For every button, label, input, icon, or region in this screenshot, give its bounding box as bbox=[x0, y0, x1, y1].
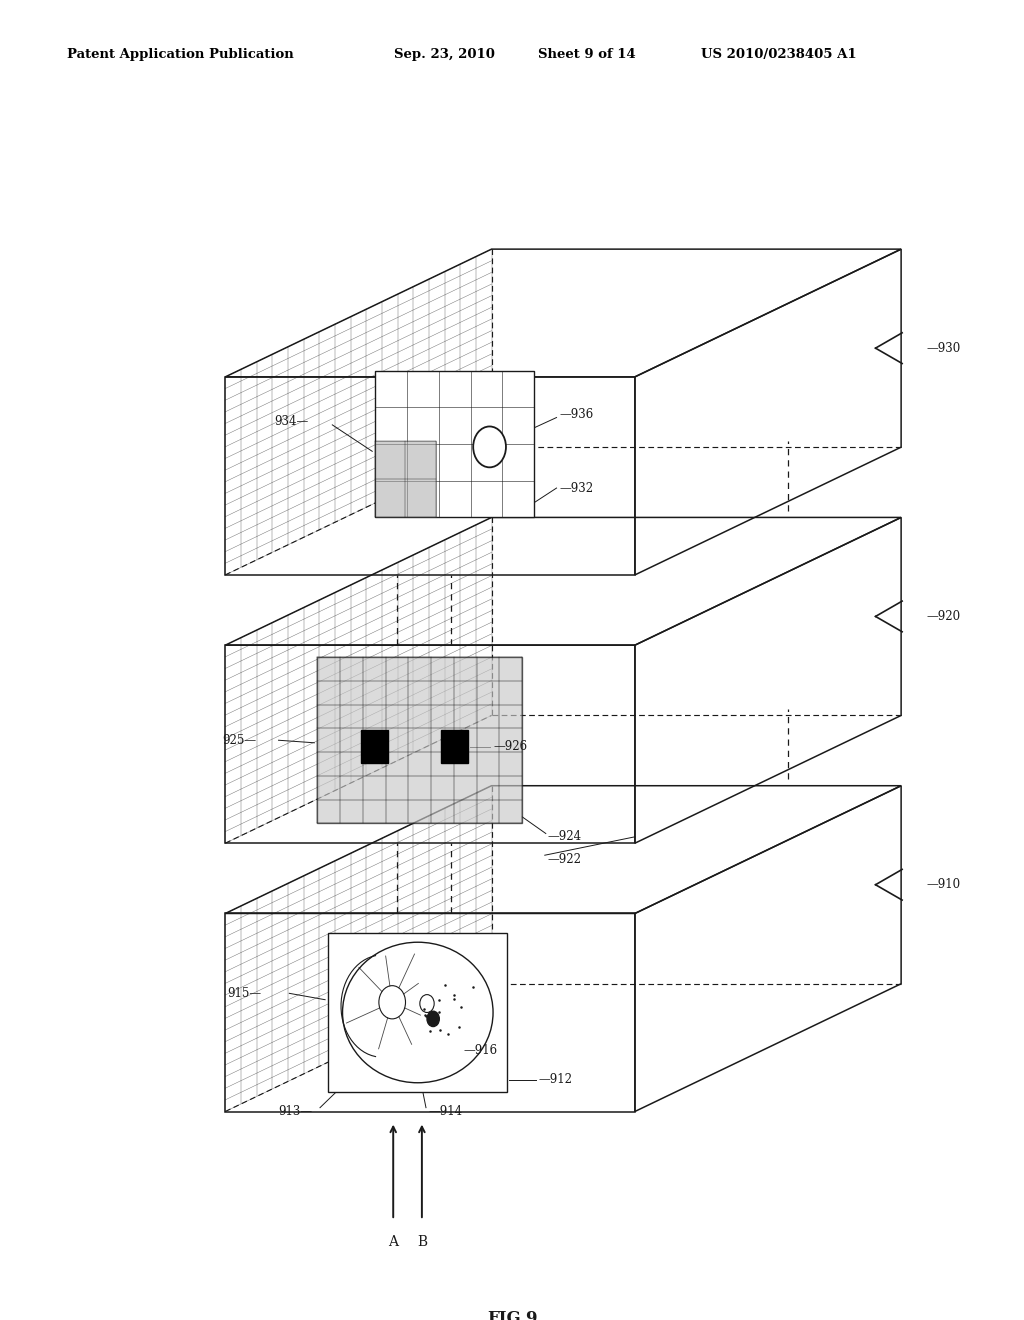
Text: 915—: 915— bbox=[227, 987, 262, 999]
Text: US 2010/0238405 A1: US 2010/0238405 A1 bbox=[701, 49, 857, 62]
Bar bbox=[441, 730, 468, 763]
Text: —910: —910 bbox=[927, 878, 961, 891]
Bar bbox=[317, 657, 522, 824]
Text: —916: —916 bbox=[464, 1044, 498, 1057]
Text: 913—: 913— bbox=[279, 1105, 313, 1118]
Bar bbox=[328, 933, 508, 1093]
Text: —932: —932 bbox=[560, 482, 594, 495]
Text: —912: —912 bbox=[539, 1073, 572, 1086]
Circle shape bbox=[427, 1011, 439, 1027]
Bar bbox=[361, 730, 388, 763]
Text: —924: —924 bbox=[548, 829, 582, 842]
Text: —922: —922 bbox=[548, 853, 582, 866]
Text: Sep. 23, 2010: Sep. 23, 2010 bbox=[394, 49, 496, 62]
Text: FIG.9: FIG.9 bbox=[486, 1309, 538, 1320]
Text: 925—: 925— bbox=[222, 734, 256, 747]
Text: Patent Application Publication: Patent Application Publication bbox=[67, 49, 293, 62]
Text: —926: —926 bbox=[494, 741, 527, 754]
Text: —914: —914 bbox=[428, 1105, 462, 1118]
Text: B: B bbox=[417, 1236, 427, 1250]
Text: —936: —936 bbox=[560, 408, 594, 421]
Text: —920: —920 bbox=[927, 610, 961, 623]
Text: 934—: 934— bbox=[274, 416, 309, 429]
Bar bbox=[376, 371, 535, 517]
Text: Sheet 9 of 14: Sheet 9 of 14 bbox=[538, 49, 635, 62]
Bar bbox=[376, 441, 435, 517]
Text: A: A bbox=[388, 1236, 398, 1250]
Text: —930: —930 bbox=[927, 342, 961, 355]
Circle shape bbox=[473, 426, 506, 467]
